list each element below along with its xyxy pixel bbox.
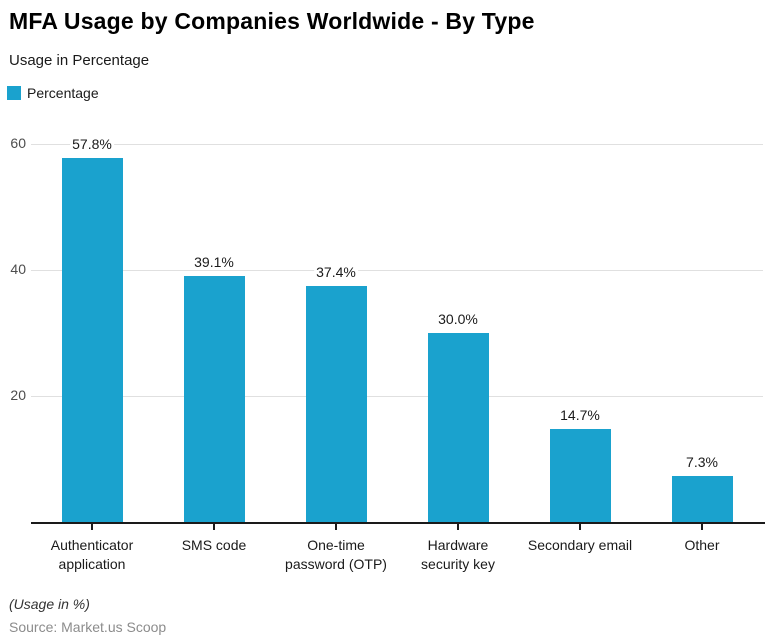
x-axis-tick xyxy=(213,524,215,530)
footer-note: (Usage in %) xyxy=(9,596,90,612)
x-axis-tick xyxy=(335,524,337,530)
x-axis-category-label: Other xyxy=(684,537,720,553)
bar-value-label: 39.1% xyxy=(192,253,236,270)
x-axis-category-label: SMS code xyxy=(181,537,247,553)
bar xyxy=(549,429,611,522)
bar-value-label: 7.3% xyxy=(684,454,720,470)
x-axis-tick xyxy=(579,524,581,530)
bar-value-label: 30.0% xyxy=(436,311,480,327)
y-axis-tick-label: 40 xyxy=(10,261,26,277)
legend-swatch-icon xyxy=(7,86,21,100)
bar xyxy=(671,476,733,522)
x-axis-line xyxy=(31,522,765,524)
bar xyxy=(61,157,123,522)
bar-value-label: 57.8% xyxy=(70,135,114,152)
x-axis-tick xyxy=(457,524,459,530)
x-axis-category-label: Hardware security key xyxy=(421,537,495,572)
bar xyxy=(427,333,489,522)
chart-subtitle: Usage in Percentage xyxy=(9,52,150,69)
y-axis-tick-label: 60 xyxy=(10,135,26,151)
x-axis-tick xyxy=(701,524,703,530)
y-axis-tick-label: 20 xyxy=(10,387,26,403)
bar xyxy=(305,286,367,522)
bar xyxy=(183,275,245,522)
gridline xyxy=(31,270,763,271)
x-axis-category-label: Authenticator application xyxy=(50,537,134,572)
legend-label: Percentage xyxy=(27,85,99,101)
bar-value-label: 37.4% xyxy=(314,264,358,281)
gridline xyxy=(31,396,763,397)
x-axis-category-label: One-time password (OTP) xyxy=(285,537,387,572)
x-axis-tick xyxy=(91,524,93,530)
footer-source: Source: Market.us Scoop xyxy=(9,619,167,635)
gridline xyxy=(31,144,763,145)
legend: Percentage xyxy=(7,85,99,101)
chart-title: MFA Usage by Companies Worldwide - By Ty… xyxy=(9,8,535,34)
bar-value-label: 14.7% xyxy=(558,407,602,424)
x-axis-category-label: Secondary email xyxy=(527,537,633,553)
